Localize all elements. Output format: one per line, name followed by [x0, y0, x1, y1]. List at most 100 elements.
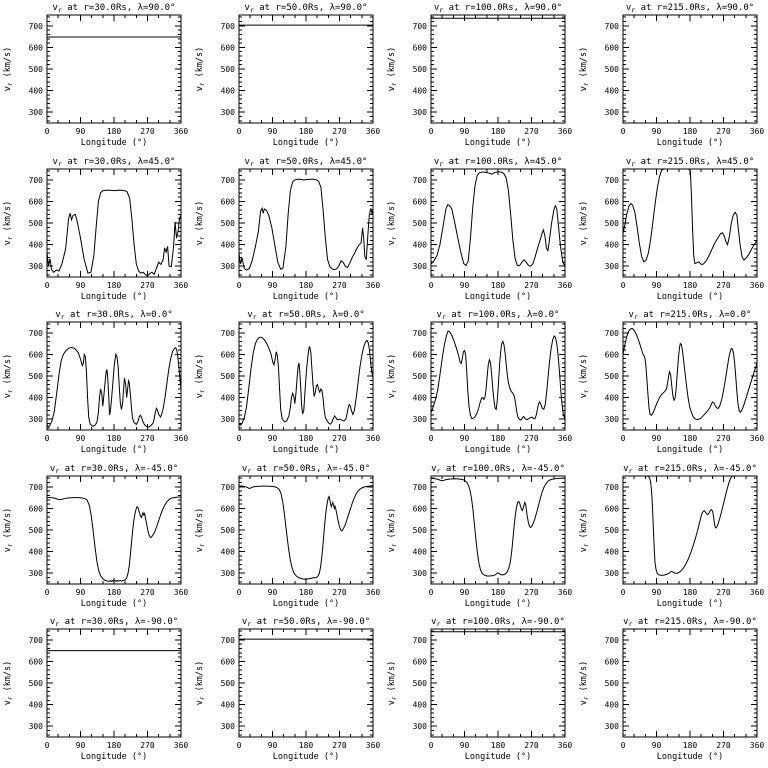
y-tick-label: 500 — [605, 65, 620, 74]
y-tick-label: 500 — [29, 526, 44, 535]
x-tick-label: 0 — [429, 281, 434, 290]
subplot-chart: vr at r=50.0Rs, λ=0.0° 0 90 180 270 360 300 400… — [195, 310, 380, 455]
y-tick-label: 400 — [605, 547, 620, 556]
y-tick-label: 600 — [413, 197, 428, 206]
y-tick-label: 400 — [221, 394, 236, 403]
axes-frame — [46, 14, 182, 124]
y-tick-label: 300 — [221, 569, 236, 578]
x-tick-label: 90 — [460, 588, 470, 597]
x-tick-label: 0 — [237, 434, 242, 443]
x-tick-label: 90 — [652, 434, 662, 443]
plot-title: vr at r=50.0Rs, λ=-45.0° — [242, 464, 370, 475]
y-tick-label: 600 — [413, 504, 428, 513]
subplot-cell-r100.0Rs-lat45.0°: vr at r=100.0Rs, λ=45.0° 0 90 180 270 360 300 4… — [384, 154, 576, 308]
y-tick-label: 400 — [29, 240, 44, 249]
subplot-cell-r30.0Rs-lat45.0°: vr at r=30.0Rs, λ=45.0° 0 90 180 270 360 300 40… — [0, 154, 192, 308]
y-tick-label: 400 — [29, 547, 44, 556]
y-axis-label: vr (km/s) — [3, 47, 14, 91]
y-tick-label: 600 — [221, 197, 236, 206]
plot-title: vr at r=100.0Rs, λ=90.0° — [434, 3, 562, 14]
subplot-cell-r30.0Rs-lat0.0°: vr at r=30.0Rs, λ=0.0° 0 90 180 270 360 300 400… — [0, 307, 192, 461]
axes-frame — [46, 321, 182, 431]
y-axis-label: vr (km/s) — [195, 47, 206, 91]
subplot-cell-r30.0Rs-lat90.0°: vr at r=30.0Rs, λ=90.0° 0 90 180 270 360 300 40… — [0, 0, 192, 154]
x-tick-label: 0 — [429, 127, 434, 136]
plot-title: vr at r=50.0Rs, λ=45.0° — [245, 157, 368, 168]
y-tick-label: 400 — [413, 701, 428, 710]
y-tick-label: 300 — [413, 108, 428, 117]
subplot-cell-r100.0Rs-lat-90.0°: vr at r=100.0Rs, λ=-90.0° 0 90 180 270 360 300… — [384, 614, 576, 768]
x-tick-label: 270 — [524, 588, 539, 597]
y-tick-label: 600 — [605, 504, 620, 513]
plot-title: vr at r=215.0Rs, λ=45.0° — [626, 157, 754, 168]
x-tick-label: 180 — [491, 281, 506, 290]
plot-title: vr at r=30.0Rs, λ=90.0° — [53, 3, 176, 14]
y-tick-label: 700 — [221, 329, 236, 338]
data-curve — [46, 347, 182, 428]
plot-title: vr at r=50.0Rs, λ=0.0° — [247, 310, 365, 321]
y-axis-label: vr (km/s) — [195, 508, 206, 552]
x-tick-label: 0 — [621, 281, 626, 290]
y-axis-label: vr (km/s) — [579, 47, 590, 91]
axes-frame — [430, 321, 566, 431]
axes-frame — [430, 14, 566, 124]
y-tick-label: 700 — [221, 175, 236, 184]
y-tick-label: 600 — [29, 197, 44, 206]
x-tick-label: 0 — [45, 741, 50, 750]
y-tick-label: 500 — [413, 526, 428, 535]
y-tick-label: 600 — [413, 43, 428, 52]
subplot-cell-r50.0Rs-lat-90.0°: vr at r=50.0Rs, λ=-90.0° 0 90 180 270 360 300 4… — [192, 614, 384, 768]
x-tick-label: 180 — [683, 127, 698, 136]
x-tick-label: 0 — [621, 127, 626, 136]
x-tick-label: 0 — [45, 127, 50, 136]
x-axis-label: Longitude (°) — [657, 138, 723, 148]
axes-frame — [430, 168, 566, 278]
x-tick-label: 270 — [524, 741, 539, 750]
x-axis-label: Longitude (°) — [657, 292, 723, 302]
data-curve — [238, 178, 374, 271]
subplot-chart: vr at r=100.0Rs, λ=45.0° 0 90 180 270 360 300 4… — [387, 157, 572, 302]
y-axis-label: vr (km/s) — [387, 354, 398, 398]
x-tick-label: 270 — [716, 741, 731, 750]
data-curve — [430, 477, 566, 577]
y-tick-label: 300 — [605, 415, 620, 424]
y-tick-label: 600 — [605, 351, 620, 360]
y-tick-label: 700 — [29, 22, 44, 31]
x-tick-label: 270 — [524, 281, 539, 290]
y-tick-label: 600 — [605, 43, 620, 52]
y-tick-label: 600 — [413, 351, 428, 360]
y-axis-label: vr (km/s) — [3, 200, 14, 244]
y-tick-label: 400 — [605, 394, 620, 403]
y-tick-label: 400 — [29, 394, 44, 403]
subplot-chart: vr at r=30.0Rs, λ=90.0° 0 90 180 270 360 300 40… — [3, 3, 188, 148]
x-tick-label: 90 — [268, 434, 278, 443]
x-tick-label: 90 — [460, 741, 470, 750]
y-tick-label: 300 — [605, 723, 620, 732]
x-tick-label: 360 — [366, 588, 381, 597]
y-axis-label: vr (km/s) — [195, 661, 206, 705]
subplot-chart: vr at r=50.0Rs, λ=45.0° 0 90 180 270 360 300 40… — [195, 157, 380, 302]
x-tick-label: 180 — [299, 588, 314, 597]
plot-title: vr at r=30.0Rs, λ=0.0° — [55, 310, 173, 321]
subplot-cell-r30.0Rs-lat-45.0°: vr at r=30.0Rs, λ=-45.0° 0 90 180 270 360 300 4… — [0, 461, 192, 615]
y-tick-label: 700 — [605, 636, 620, 645]
subplot-cell-r215.0Rs-lat-90.0°: vr at r=215.0Rs, λ=-90.0° 0 90 180 270 360 300… — [576, 614, 768, 768]
x-tick-label: 270 — [716, 281, 731, 290]
x-tick-label: 360 — [366, 127, 381, 136]
x-tick-label: 270 — [140, 281, 155, 290]
x-tick-label: 360 — [558, 127, 573, 136]
plot-title: vr at r=50.0Rs, λ=90.0° — [245, 3, 368, 14]
x-axis-label: Longitude (°) — [657, 599, 723, 609]
subplot-cell-r100.0Rs-lat0.0°: vr at r=100.0Rs, λ=0.0° 0 90 180 270 360 300 40… — [384, 307, 576, 461]
data-curve — [238, 485, 374, 580]
y-tick-label: 400 — [29, 87, 44, 96]
x-tick-label: 90 — [76, 434, 86, 443]
subplot-chart: vr at r=30.0Rs, λ=45.0° 0 90 180 270 360 300 40… — [3, 157, 188, 302]
y-tick-label: 600 — [605, 658, 620, 667]
axes-frame — [46, 168, 182, 278]
subplot-chart: vr at r=215.0Rs, λ=-45.0° 0 90 180 270 360 300… — [579, 464, 764, 609]
y-axis-label: vr (km/s) — [387, 47, 398, 91]
plot-title: vr at r=30.0Rs, λ=45.0° — [53, 157, 176, 168]
y-tick-label: 300 — [413, 262, 428, 271]
data-curve — [238, 336, 374, 427]
